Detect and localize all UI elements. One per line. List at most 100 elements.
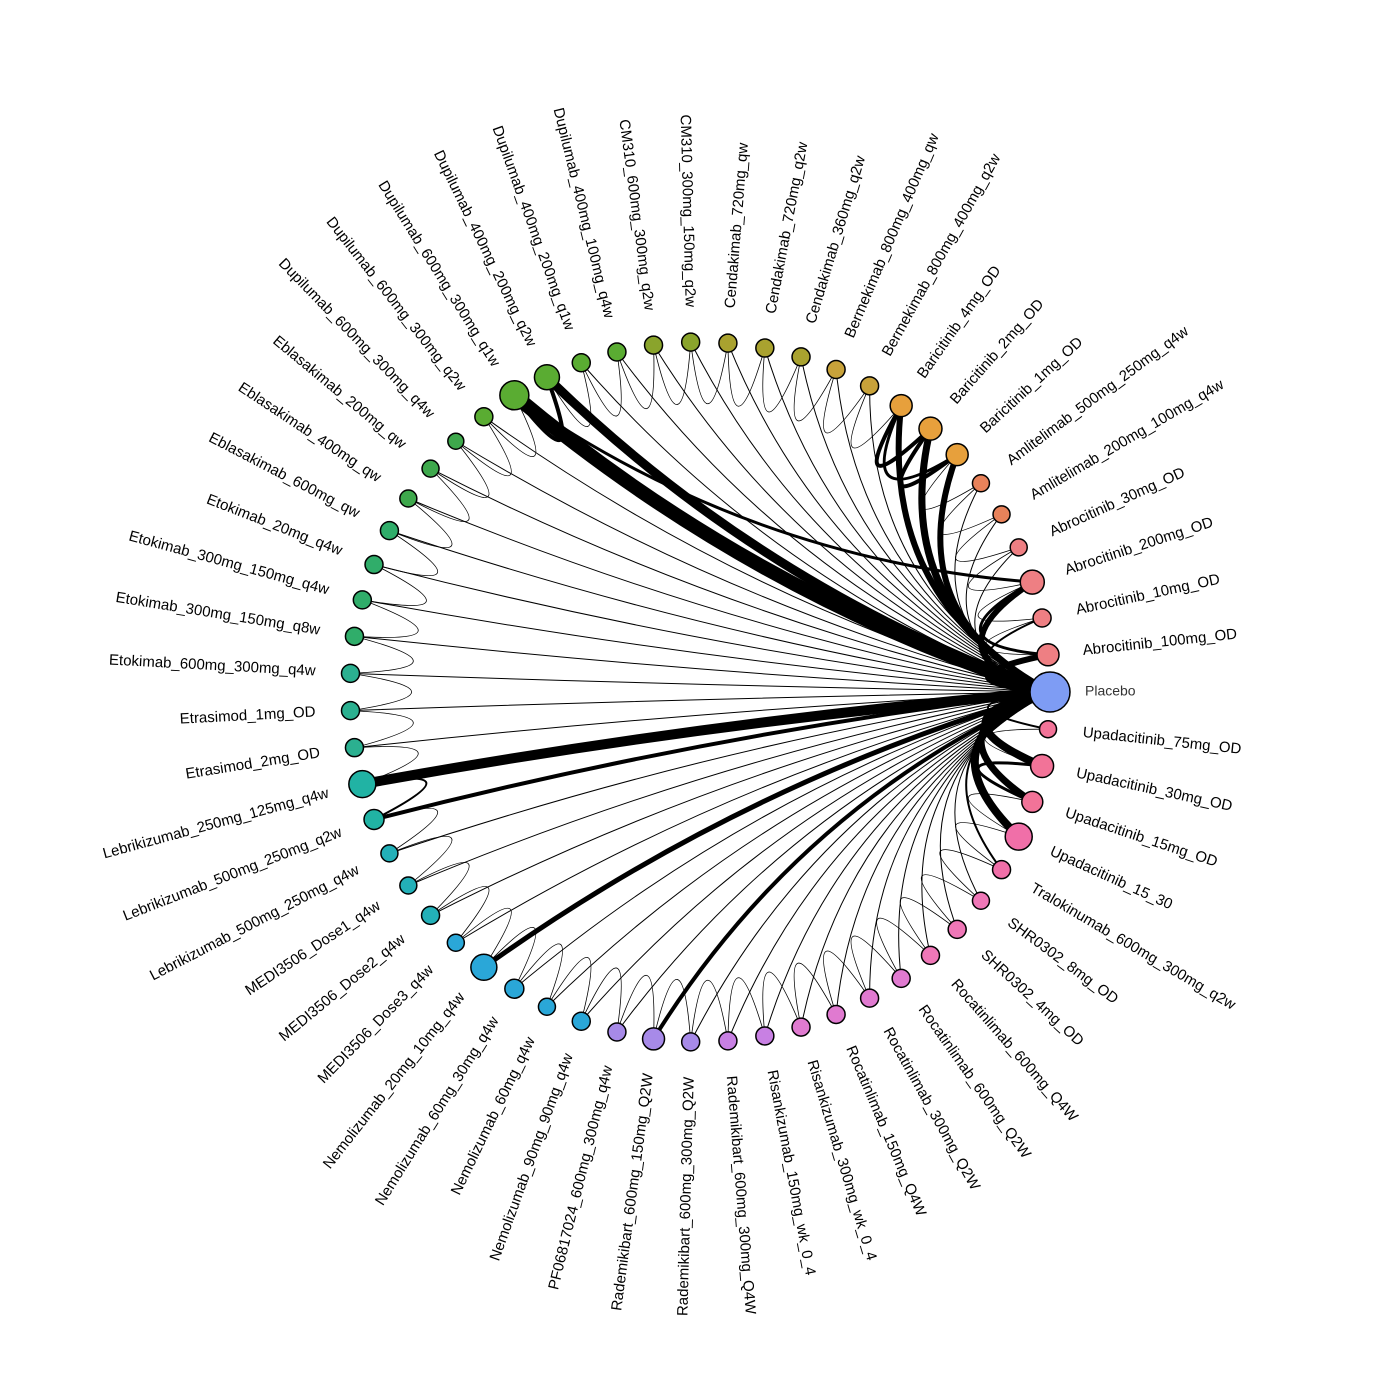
edge-cm310-600mg-300mg-q2w-dupilumab-400mg-100mg-q4w (616, 344, 655, 410)
edge-risankizumab-300mg-wk-0-4-rocatinlimab-150mg-q4w (793, 962, 837, 1028)
edge-medi3506-dose3-q4w-nemolizumab-20mg-10mg-q4w (455, 907, 512, 968)
edge-placebo-eblasakimab-200mg-qw (430, 468, 1051, 693)
edge-nemolizumab-20mg-10mg-q4w-nemolizumab-60mg-30mg-q4w (483, 927, 537, 990)
edge-bermekimab-800mg-400mg-q2w-bermekimab-800mg-400mg-qw (823, 369, 870, 434)
edge-shr0302-8mg-od-tralokinumab-600mg-300mg-q2w (939, 849, 1002, 902)
label-rademikibart-600mg-300mg-q2w: Rademikibart_600mg_300mg_Q2W (674, 1076, 697, 1316)
edge-cm310-300mg-150mg-q2w-cm310-600mg-300mg-q2w (653, 341, 692, 405)
edge-placebo-nemolizumab-60mg-30mg-q4w (513, 691, 1051, 990)
edge-placebo-eblasakimab-400mg-qw (407, 498, 1051, 693)
node-etokimab-300mg-150mg-q4w (352, 590, 373, 610)
node-lebrikizumab-500mg-250mg-q4w (380, 844, 399, 863)
edge-placebo-pf06817024-600mg-300mg-q4w (616, 691, 1051, 1033)
node-lebrikizumab-250mg-125mg-q4w (348, 769, 377, 799)
node-nemolizumab-60mg-q4w (537, 997, 557, 1017)
edge-placebo-medi3506-dose3-q4w (455, 691, 1051, 944)
edge-shr0302-4mg-od-shr0302-8mg-od (920, 874, 982, 930)
node-dupilumab-400mg-200mg-q2w (533, 363, 561, 391)
edge-placebo-rocatinlimab-600mg-q4w (921, 691, 1051, 956)
node-medi3506-dose2-q4w (420, 905, 441, 926)
node-placebo (1029, 671, 1071, 713)
node-baricitinib-1mg-od (945, 442, 969, 467)
label-eblasakimab-200mg-qw: Eblasakimab_200mg_qw (269, 332, 409, 452)
node-rocatinlimab-600mg-q4w (920, 945, 941, 966)
node-nemolizumab-90mg-90mg-q4w (571, 1011, 592, 1031)
edge-placebo-nemolizumab-90mg-90mg-q4w (580, 691, 1051, 1022)
edge-placebo-abrocitinib-10mg-od (984, 617, 1051, 693)
edge-eblasakimab-200mg-qw-eblasakimab-400mg-qw (407, 468, 470, 522)
edge-etrasimod-2mg-od-lebrikizumab-250mg-125mg-q4w (354, 746, 419, 785)
edge-placebo-rocatinlimab-150mg-q4w (835, 691, 1051, 1015)
node-medi3506-dose3-q4w (446, 933, 466, 953)
edge-baricitinib-4mg-od-bermekimab-800mg-400mg-q2w (850, 385, 902, 449)
label-rademikibart-600mg-150mg-q2w: Rademikibart_600mg_150mg_Q2W (608, 1072, 657, 1312)
edge-abrocitinib-100mg-od-abrocitinib-200mg-od (979, 580, 1050, 657)
label-lebrikizumab-500mg-250mg-q4w: Lebrikizumab_500mg_250mg_q4w (147, 861, 362, 984)
label-upadacitinib-75mg-od: Upadacitinib_75mg_OD (1082, 724, 1242, 758)
node-etokimab-20mg-q4w (364, 554, 384, 575)
label-upadacitinib-30mg-od: Upadacitinib_30mg_OD (1075, 765, 1234, 815)
label-bermekimab-800mg-400mg-q2w: Bermekimab_800mg_400mg_q2w (879, 151, 1005, 359)
label-dupilumab-600mg-300mg-q1w: Dupilumab_600mg_300mg_q1w (374, 178, 503, 370)
edge-placebo-lebrikizumab-500mg-250mg-q4w (388, 691, 1051, 854)
label-placebo: Placebo (1085, 683, 1136, 699)
node-baricitinib-4mg-od (889, 393, 913, 418)
edge-placebo-medi3506-dose1-q4w (407, 691, 1051, 886)
label-etokimab-300mg-150mg-q8w: Etokimab_300mg_150mg_q8w (114, 589, 321, 639)
edge-placebo-lebrikizumab-250mg-125mg-q4w (357, 687, 1055, 790)
node-dupilumab-600mg-300mg-q1w (499, 380, 530, 411)
edge-placebo-etokimab-300mg-150mg-q8w (353, 635, 1051, 693)
node-rademikibart-600mg-300mg-q4w (718, 1031, 738, 1051)
edge-baricitinib-2mg-od-baricitinib-4mg-od (874, 403, 933, 468)
node-pf06817024-600mg-300mg-q4w (607, 1022, 627, 1042)
edge-rademikibart-600mg-300mg-q2w-rademikibart-600mg-300mg-q4w (690, 979, 729, 1043)
node-dupilumab-600mg-300mg-q2w (474, 406, 494, 427)
node-tralokinumab-600mg-300mg-q2w (991, 859, 1012, 880)
node-etrasimod-1mg-od (340, 700, 361, 721)
node-amlitelimab-500mg-250mg-q4w (971, 474, 991, 493)
edge-rocatinlimab-600mg-q2w-rocatinlimab-600mg-q4w (876, 917, 931, 979)
edge-nemolizumab-90mg-90mg-q4w-pf06817024-600mg-300mg-q4w (580, 967, 622, 1033)
node-rocatinlimab-600mg-q2w (891, 968, 911, 989)
edge-placebo-etrasimod-1mg-od (349, 691, 1051, 712)
label-amlitelimab-200mg-100mg-q4w: Amlitelimab_200mg_100mg_q4w (1027, 376, 1227, 503)
node-dupilumab-600mg-300mg-q4w (447, 432, 465, 450)
node-rocatinlimab-150mg-q4w (826, 1004, 846, 1025)
label-abrocitinib-100mg-od: Abrocitinib_100mg_OD (1082, 626, 1238, 659)
edge-dupilumab-600mg-300mg-q4w-eblasakimab-200mg-qw (430, 440, 490, 498)
edge-placebo-upadacitinib-15-30 (970, 688, 1054, 841)
node-upadacitinib-75mg-od (1038, 719, 1058, 739)
label-etokimab-600mg-300mg-q4w: Etokimab_600mg_300mg_q4w (109, 651, 317, 679)
node-cendakimab-720mg-qw (718, 333, 738, 353)
label-cm310-600mg-300mg-q2w: CM310_600mg_300mg_q2w (615, 118, 657, 311)
node-rademikibart-600mg-150mg-q2w (641, 1027, 666, 1051)
edge-placebo-dupilumab-400mg-100mg-q4w (616, 351, 1051, 693)
edge-placebo-cendakimab-720mg-q2w (764, 347, 1051, 693)
edge-placebo-abrocitinib-30mg-od (974, 546, 1051, 693)
label-nemolizumab-60mg-30mg-q4w: Nemolizumab_60mg_30mg_q4w (372, 1013, 503, 1208)
node-nemolizumab-60mg-30mg-q4w (504, 978, 525, 999)
node-medi3506-dose1-q4w (399, 876, 418, 895)
node-cendakimab-720mg-q2w (755, 338, 775, 358)
node-shr0302-4mg-od (947, 919, 967, 940)
edge-placebo-nemolizumab-20mg-10mg-q4w (481, 689, 1053, 970)
node-upadacitinib-30mg-od (1029, 753, 1055, 779)
edge-placebo-lebrikizumab-500mg-250mg-q2w (372, 690, 1052, 822)
edge-eblasakimab-400mg-qw-eblasakimab-600mg-qw (389, 498, 453, 549)
edge-placebo-etokimab-20mg-q4w (373, 564, 1051, 693)
node-bermekimab-800mg-400mg-qw (826, 359, 846, 380)
label-medi3506-dose3-q4w: MEDI3506_Dose3_q4w (314, 961, 437, 1086)
node-rocatinlimab-300mg-q2w (859, 988, 880, 1008)
node-etrasimod-2mg-od (344, 737, 365, 758)
node-baricitinib-2mg-od (918, 416, 943, 441)
edge-bermekimab-800mg-400mg-qw-cendakimab-360mg-q2w (793, 356, 837, 422)
edge-rocatinlimab-150mg-q4w-rocatinlimab-300mg-q2w (823, 950, 870, 1015)
edge-dupilumab-400mg-100mg-q4w-dupilumab-400mg-200mg-q1w (580, 351, 622, 417)
edge-abrocitinib-30mg-od-amlitelimab-200mg-100mg-q4w (955, 513, 1020, 562)
node-risankizumab-150mg-wk-0-4 (755, 1026, 775, 1046)
edge-pf06817024-600mg-300mg-q4w-rademikibart-600mg-150mg-q2w (616, 974, 655, 1040)
edge-dupilumab-600mg-300mg-q1w-dupilumab-600mg-300mg-q2w (483, 394, 537, 457)
edge-medi3506-dose1-q4w-medi3506-dose2-q4w (407, 862, 470, 916)
edge-cendakimab-720mg-q2w-cendakimab-720mg-qw (727, 342, 766, 407)
node-cm310-300mg-150mg-q2w (680, 332, 701, 352)
